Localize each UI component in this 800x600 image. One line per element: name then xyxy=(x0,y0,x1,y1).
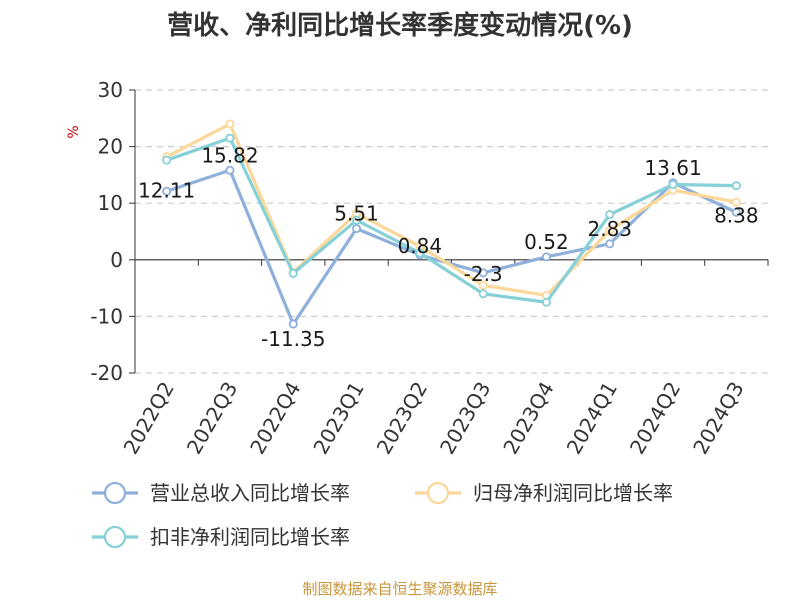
axes xyxy=(134,90,768,373)
x-tick-label: 2023Q3 xyxy=(435,378,495,459)
data-point xyxy=(162,155,172,165)
legend-label: 扣非净利润同比增长率 xyxy=(150,525,350,549)
x-tick-label: 2023Q2 xyxy=(372,378,432,459)
series-line xyxy=(165,122,737,298)
legend-item-2[interactable]: 归母净利润同比增长率 xyxy=(415,481,673,505)
data-point xyxy=(478,268,488,278)
data-point xyxy=(478,280,488,290)
chart-title: 营收、净利同比增长率季度变动情况(%) xyxy=(167,10,633,41)
legend-item-1[interactable]: 营业总收入同比增长率 xyxy=(92,481,350,505)
series-2 xyxy=(162,119,741,300)
x-tick-label: 2024Q1 xyxy=(562,378,622,459)
data-point xyxy=(352,215,362,225)
data-point xyxy=(605,225,615,235)
y-tick-label: 0 xyxy=(110,248,123,272)
data-point xyxy=(605,239,615,249)
data-point xyxy=(288,319,298,329)
legend-circle-icon xyxy=(426,481,450,505)
x-tick-label: 2022Q4 xyxy=(245,378,305,459)
data-point xyxy=(541,297,551,307)
data-point xyxy=(225,119,235,129)
data-point xyxy=(668,180,678,190)
y-tick-label: -20 xyxy=(90,361,123,385)
data-label: 12.11 xyxy=(138,178,195,202)
legend-label: 归母净利润同比增长率 xyxy=(473,481,673,505)
data-point xyxy=(415,248,425,258)
x-axis-ticks: 2022Q2 2022Q3 2022Q4 2023Q1 2023Q2 2023Q3 2023… xyxy=(119,259,769,459)
legend-item-3[interactable]: 扣非净利润同比增长率 xyxy=(92,525,350,549)
data-point xyxy=(605,210,615,220)
x-tick-label: 2023Q1 xyxy=(308,378,368,459)
data-label: 13.61 xyxy=(644,156,701,180)
legend-label: 营业总收入同比增长率 xyxy=(150,481,350,505)
y-tick-label: 10 xyxy=(98,191,123,215)
source-note: 制图数据来自恒生聚源数据库 xyxy=(302,580,497,598)
legend-circle-icon xyxy=(103,525,127,549)
series-line xyxy=(166,136,737,304)
gridlines xyxy=(135,89,768,374)
data-point xyxy=(478,289,488,299)
series-1 xyxy=(162,165,741,329)
y-tick-label: 30 xyxy=(98,78,123,102)
data-label: 8.38 xyxy=(714,203,759,227)
data-label: 2.83 xyxy=(587,217,632,241)
data-label: -2.3 xyxy=(464,262,503,286)
series-lines xyxy=(162,119,741,329)
data-point xyxy=(225,133,235,143)
x-tick-label: 2024Q3 xyxy=(688,378,748,459)
y-axis-unit: % xyxy=(66,125,82,138)
data-label: 0.84 xyxy=(398,234,443,258)
data-label: 5.51 xyxy=(334,202,379,226)
y-tick-label: -10 xyxy=(90,304,123,328)
data-point xyxy=(731,207,741,217)
data-point xyxy=(731,197,741,207)
data-label: -11.35 xyxy=(261,327,325,351)
legend-circle-icon xyxy=(103,481,127,505)
series-3 xyxy=(162,133,741,307)
x-tick-label: 2022Q2 xyxy=(119,378,179,459)
data-point xyxy=(162,186,172,196)
y-tick-label: 20 xyxy=(98,135,123,159)
data-label: 15.82 xyxy=(201,143,258,167)
x-tick-label: 2024Q2 xyxy=(625,378,685,459)
data-point xyxy=(541,252,551,262)
data-point xyxy=(731,181,741,191)
x-tick-label: 2022Q3 xyxy=(182,378,242,459)
data-point xyxy=(225,165,235,175)
x-tick-label: 2023Q4 xyxy=(498,378,558,459)
data-label: 0.52 xyxy=(524,230,569,254)
y-axis-ticks: 30 20 10 0 -10 -20 xyxy=(90,78,135,385)
data-point xyxy=(352,224,362,234)
data-point xyxy=(288,268,298,278)
